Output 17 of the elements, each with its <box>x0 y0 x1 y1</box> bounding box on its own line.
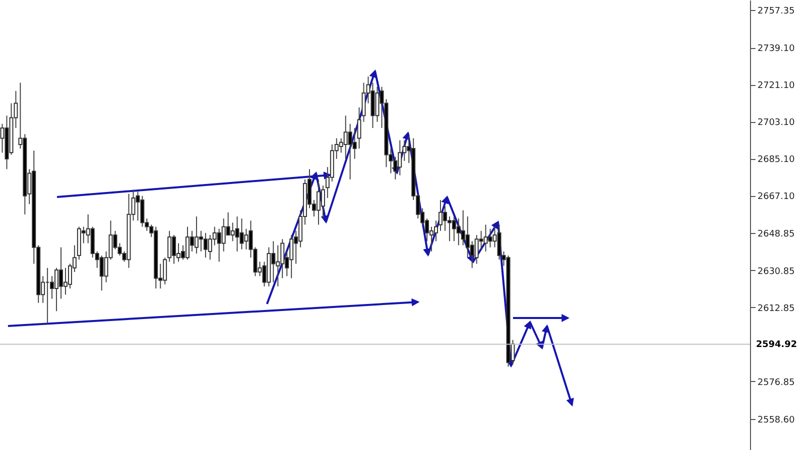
y-tick-label: 2612.85 <box>758 304 795 314</box>
y-tick-label: 2721.10 <box>758 81 795 92</box>
y-tick-label: 2648.85 <box>758 230 795 240</box>
candlestick <box>357 106 362 150</box>
ref-line-label: 2594.92 <box>756 340 797 350</box>
y-tick-label: 2630.85 <box>758 266 795 277</box>
y-tick-label: 2576.85 <box>758 378 795 388</box>
y-tick-label: 2739.10 <box>758 44 795 54</box>
y-tick-label: 2703.10 <box>758 118 795 128</box>
candlestick <box>438 200 443 232</box>
candlestick <box>162 257 167 285</box>
y-tick-label: 2667.10 <box>758 192 795 202</box>
y-tick-label: 2757.35 <box>758 6 795 16</box>
candlestick <box>362 82 366 122</box>
y-tick-label: 2685.10 <box>758 155 795 166</box>
candlestick <box>434 220 438 242</box>
y-tick-label: 2558.60 <box>758 415 795 426</box>
